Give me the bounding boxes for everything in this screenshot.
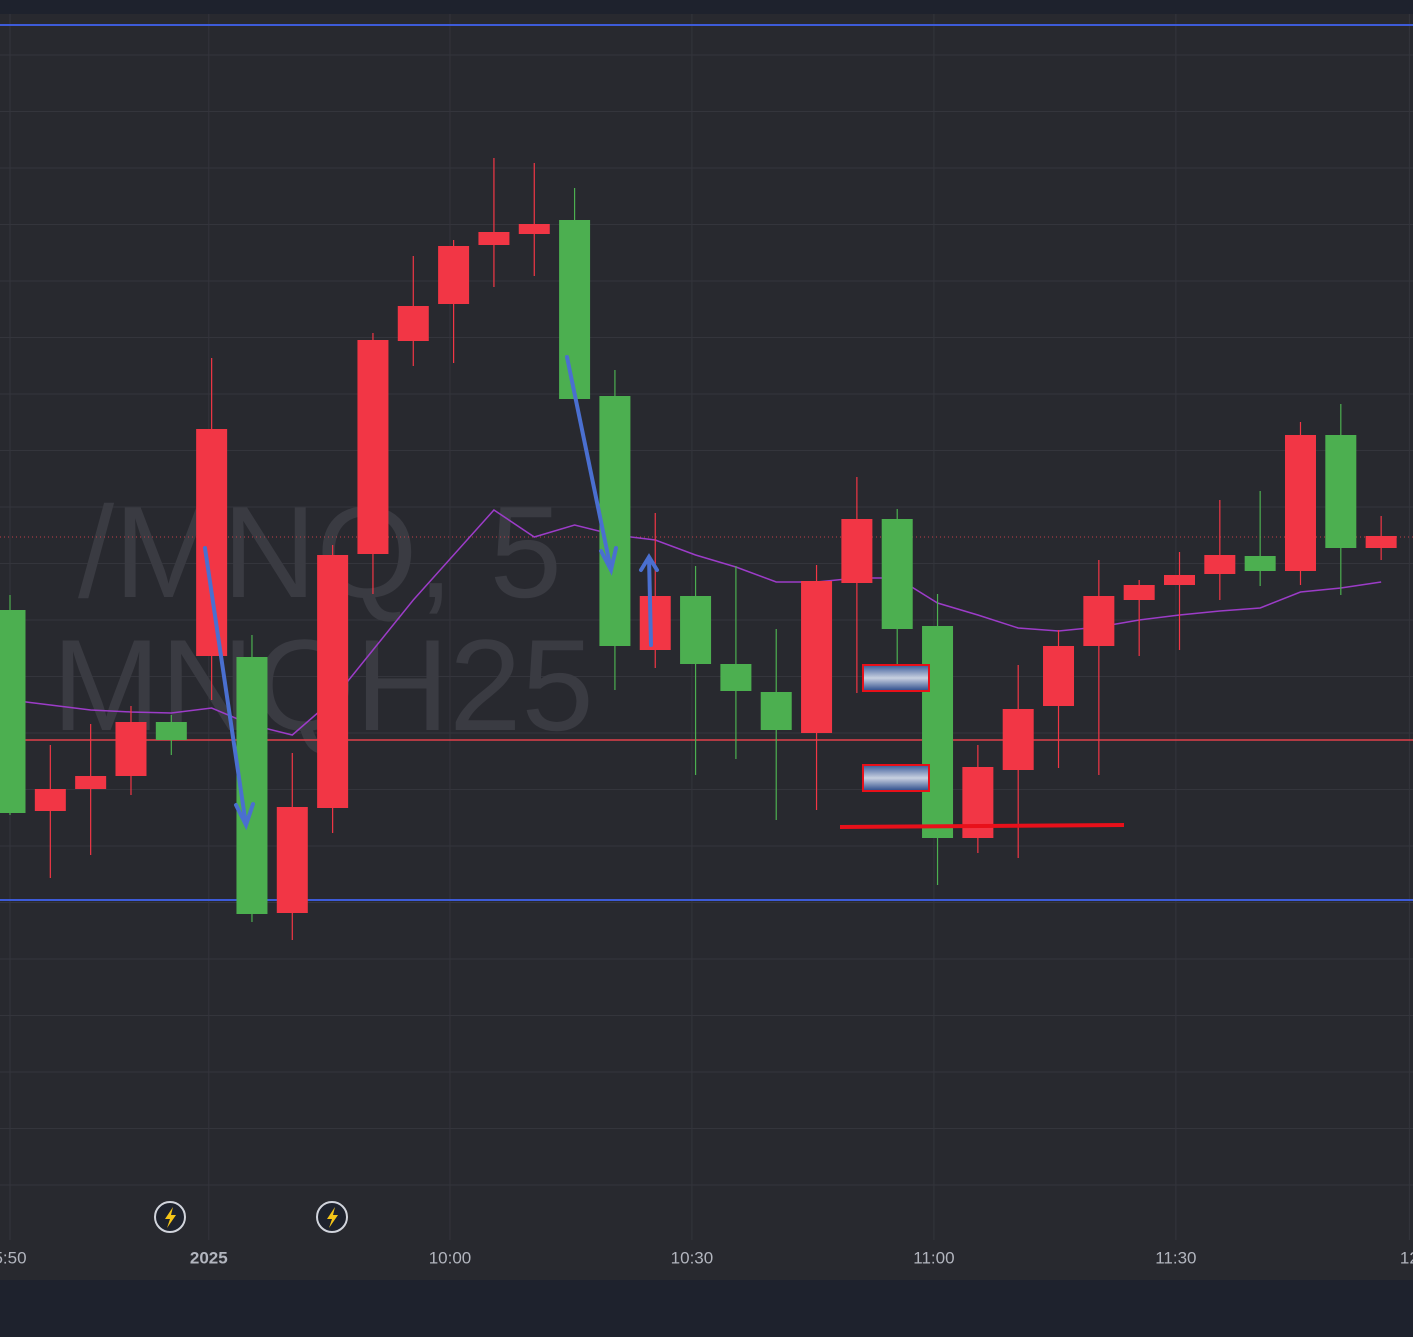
x-tick-label: 10:00 (429, 1248, 472, 1267)
event-icon[interactable] (316, 1201, 348, 1233)
candle-body (922, 626, 954, 838)
x-tick-label: 11:30 (1155, 1248, 1196, 1267)
candle-body (0, 610, 26, 813)
x-tick-label: 5:50 (0, 1248, 27, 1267)
candle-body (115, 722, 147, 776)
candle-body (1164, 575, 1196, 585)
top-bar (0, 0, 1413, 14)
candle-body (518, 224, 550, 234)
arrow (565, 355, 618, 576)
annotations (203, 355, 659, 831)
candle-body (1123, 585, 1155, 600)
candle-body (720, 664, 752, 691)
candle-body (1244, 556, 1276, 571)
x-axis: 5:50 2025 10:00 10:30 11:00 11:30 12 (0, 1248, 1413, 1267)
candle-body (680, 596, 712, 664)
candle-body (397, 306, 429, 341)
candles (0, 158, 1397, 940)
candle-body (841, 519, 873, 583)
candle-body (881, 519, 913, 629)
marker-box (862, 764, 930, 792)
candle-body (1083, 596, 1115, 646)
candle-body (1043, 646, 1075, 706)
x-tick-label: 12 (1400, 1248, 1413, 1267)
candle-body (599, 396, 631, 646)
candle-body (1325, 435, 1357, 548)
event-icon[interactable] (154, 1201, 186, 1233)
candle-body (276, 807, 308, 913)
candle-body (196, 429, 228, 656)
candle-body (357, 340, 389, 554)
candle-body (639, 596, 671, 650)
x-tick-label: 11:00 (913, 1248, 954, 1267)
candle-body (155, 722, 187, 740)
event-bolt[interactable] (327, 1207, 338, 1228)
event-bolt[interactable] (165, 1207, 176, 1228)
candle-body (1002, 709, 1034, 770)
candle-body (317, 555, 349, 808)
candle-body (1284, 435, 1316, 571)
candle-body (34, 789, 66, 811)
drawn-line (839, 823, 1125, 829)
candle-body (478, 232, 510, 245)
candle-body (75, 776, 107, 789)
x-tick-label: 2025 (190, 1248, 228, 1267)
arrow (639, 553, 659, 647)
candle-body (760, 692, 792, 730)
candle-body (559, 220, 591, 399)
candle-body (1204, 555, 1236, 574)
candle-body (1365, 536, 1397, 548)
marker-box (862, 664, 930, 692)
candle-body (801, 581, 833, 733)
x-tick-label: 10:30 (671, 1248, 714, 1267)
arrow (203, 546, 255, 831)
candle-body (438, 246, 470, 304)
